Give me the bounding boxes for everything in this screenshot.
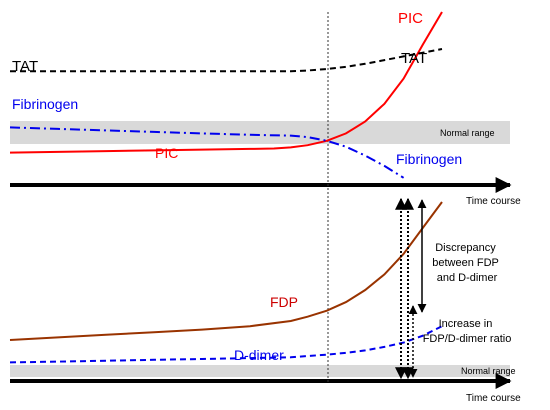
increase-line-2: FDP/D-dimer ratio (423, 333, 512, 345)
series-line-fibrinogen (9, 126, 405, 179)
fibrinogen-label-left: Fibrinogen (12, 96, 78, 112)
top-time-axis-label: Time course (466, 196, 521, 207)
top-normal-range-label: Normal range (440, 128, 495, 138)
bottom-normal-range-label: Normal range (461, 366, 516, 376)
tat-label-right: TAT (401, 50, 427, 67)
tat-label-left: TAT (12, 58, 38, 75)
fibrinogen-label-right: Fibrinogen (396, 151, 462, 167)
discrepancy-line-3: and D-dimer (437, 272, 498, 284)
pic-label-bottom: PIC (155, 145, 178, 161)
pic-label-top: PIC (398, 10, 423, 27)
increase-line-1: Increase in (439, 318, 493, 330)
top-normal-range-band (10, 121, 510, 144)
series-line-d-dimer (9, 325, 443, 364)
series-line-tat (10, 48, 443, 73)
discrepancy-text: Discrepancy between FDP and D-dimer (432, 242, 502, 284)
ddimer-label: D-dimer (234, 347, 284, 363)
fdp-label: FDP (270, 294, 298, 310)
bottom-normal-range-band (10, 365, 510, 377)
bottom-time-axis-label: Time course (466, 393, 521, 404)
discrepancy-line-1: Discrepancy (435, 242, 496, 254)
series-line-fdp (9, 201, 443, 341)
series-line-pic (9, 11, 443, 154)
increase-text: Increase in FDP/D-dimer ratio (423, 318, 512, 345)
series-layer (9, 11, 443, 364)
discrepancy-line-2: between FDP (432, 257, 498, 269)
